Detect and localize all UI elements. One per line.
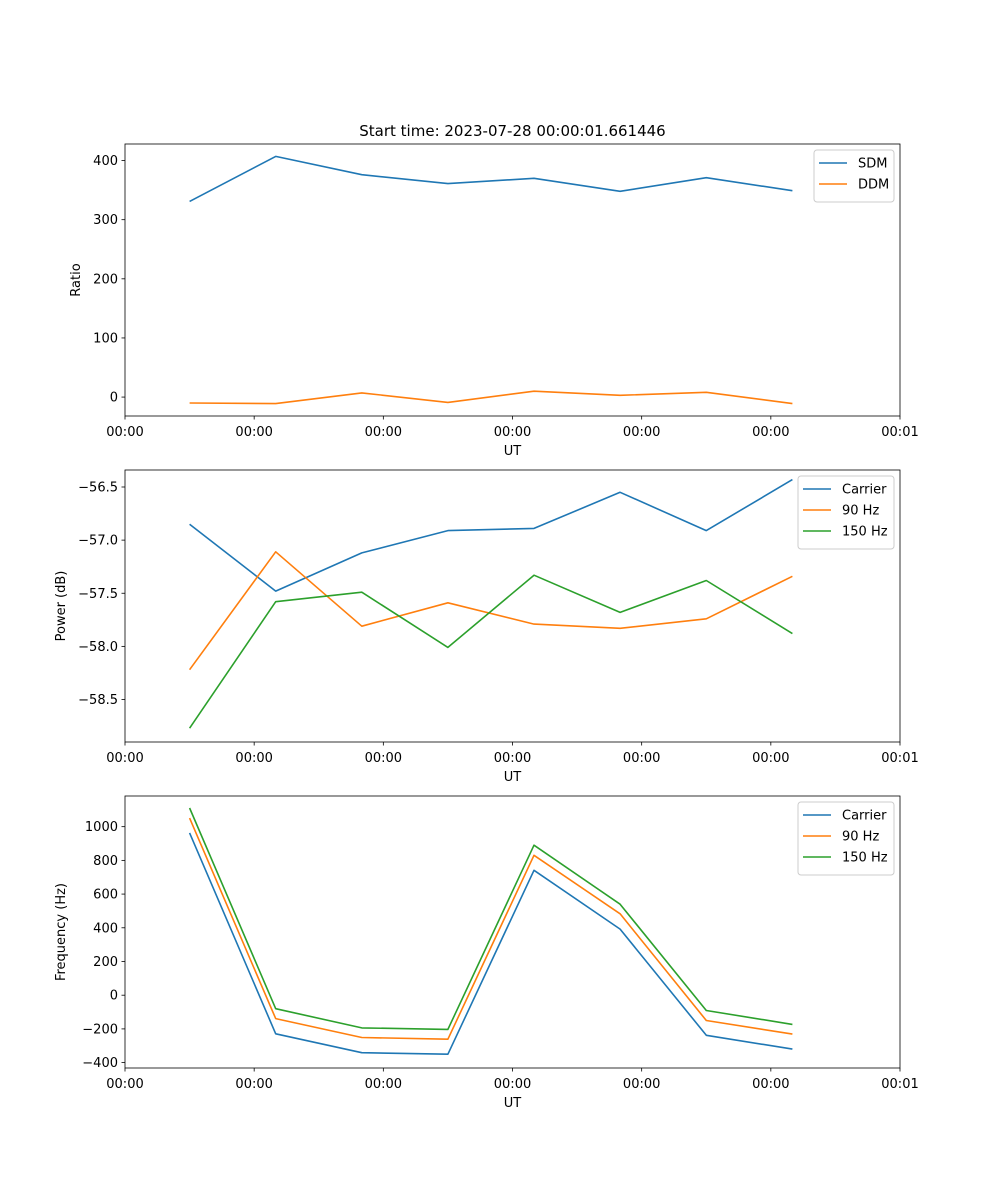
x-tick-label: 00:00 <box>623 1077 660 1092</box>
x-tick-label: 00:00 <box>623 751 660 766</box>
x-tick-label: 00:00 <box>365 1077 402 1092</box>
x-axis-label: UT <box>504 1096 522 1111</box>
x-axis-label: UT <box>504 444 522 459</box>
legend-label: 150 Hz <box>842 851 888 866</box>
x-tick-label: 00:00 <box>235 751 272 766</box>
legend-label: Carrier <box>842 483 887 498</box>
plot-frame <box>124 143 901 417</box>
y-axis-label: Power (dB) <box>54 571 69 642</box>
series-line-carrier <box>188 832 793 1055</box>
y-tick-label: 200 <box>93 272 118 287</box>
x-tick-label: 00:00 <box>623 425 660 440</box>
legend: Carrier 90 Hz 150 Hz <box>797 475 895 550</box>
x-tick-label: 00:01 <box>881 425 918 440</box>
chart-panel-2: −56.5 −57.0 −57.5 −58.0 −58.5 00:00 00:00 00:00… <box>54 469 919 785</box>
y-tick-label: −200 <box>82 1022 118 1037</box>
x-tick-label: 00:00 <box>494 425 531 440</box>
legend-label: DDM <box>858 178 889 193</box>
y-tick-label: 300 <box>93 213 118 228</box>
x-tick-label: 00:00 <box>106 425 143 440</box>
y-tick-label: −56.5 <box>78 481 118 496</box>
legend-label: 150 Hz <box>842 525 888 540</box>
y-tick-label: 400 <box>93 921 118 936</box>
plot-frame <box>124 795 901 1069</box>
legend: Carrier 90 Hz 150 Hz <box>797 801 895 876</box>
y-axis-label: Ratio <box>69 263 84 296</box>
series-line-90-hz <box>188 550 793 671</box>
y-tick-label: −57.0 <box>78 534 118 549</box>
y-tick-label: 0 <box>110 391 118 406</box>
x-tick-label: 00:00 <box>752 425 789 440</box>
figure-title: Start time: 2023-07-28 00:00:01.661446 <box>359 122 665 140</box>
y-axis-label: Frequency (Hz) <box>54 883 69 981</box>
series-line-sdm <box>189 155 793 203</box>
x-tick-label: 00:01 <box>881 751 918 766</box>
y-tick-label: 400 <box>93 154 118 169</box>
legend-label: 90 Hz <box>842 504 879 519</box>
x-tick-label: 00:00 <box>365 751 402 766</box>
x-tick-label: 00:00 <box>752 751 789 766</box>
chart-panel-3: 1000 800 600 400 200 0 −200 −400 00:00 00:00 00:00… <box>54 795 919 1111</box>
x-tick-label: 00:00 <box>235 1077 272 1092</box>
series-line-carrier <box>189 478 793 592</box>
x-tick-label: 00:00 <box>752 1077 789 1092</box>
y-tick-label: 600 <box>93 888 118 903</box>
y-tick-label: −400 <box>82 1056 118 1071</box>
y-tick-label: 1000 <box>85 820 118 835</box>
legend-label: Carrier <box>842 809 887 824</box>
y-tick-label: −58.5 <box>78 693 118 708</box>
series-line-150-hz <box>188 807 793 1031</box>
series-line-ddm <box>189 390 793 405</box>
x-tick-label: 00:00 <box>106 751 143 766</box>
legend-label: SDM <box>858 157 887 172</box>
chart-panel-1: 0 100 200 300 400 00:00 00:00 00:00 00:00 00:00 00… <box>69 143 919 459</box>
y-tick-label: 800 <box>93 854 118 869</box>
x-tick-label: 00:00 <box>494 1077 531 1092</box>
series-line-90-hz <box>188 817 793 1040</box>
x-axis-label: UT <box>504 770 522 785</box>
x-tick-label: 00:00 <box>365 425 402 440</box>
x-tick-label: 00:00 <box>235 425 272 440</box>
x-tick-label: 00:01 <box>881 1077 918 1092</box>
x-tick-label: 00:00 <box>106 1077 143 1092</box>
legend: SDM DDM <box>813 149 895 203</box>
series-line-150-hz <box>188 574 793 729</box>
y-tick-label: 0 <box>110 989 118 1004</box>
y-tick-label: 100 <box>93 331 118 346</box>
plot-frame <box>124 469 901 743</box>
y-tick-label: −57.5 <box>78 587 118 602</box>
y-tick-label: −58.0 <box>78 640 118 655</box>
y-tick-label: 200 <box>93 955 118 970</box>
legend-label: 90 Hz <box>842 830 879 845</box>
x-tick-label: 00:00 <box>494 751 531 766</box>
